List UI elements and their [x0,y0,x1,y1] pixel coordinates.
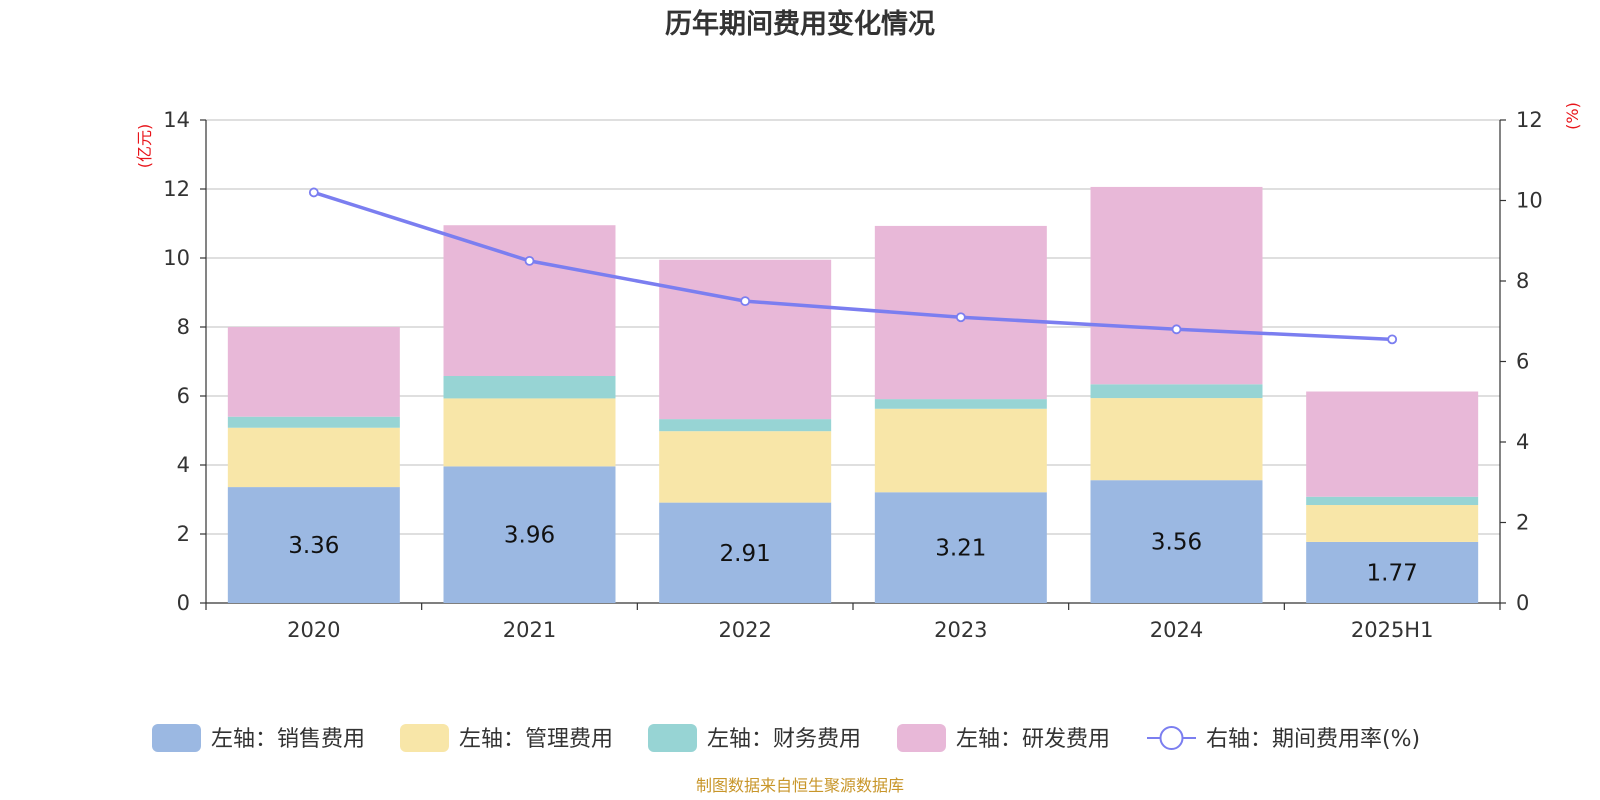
bar-segment [874,408,1047,493]
y-right-tick-label: 12 [1516,108,1543,132]
bar-segment [227,416,400,428]
x-tick-label: 2024 [1150,618,1203,642]
y-left-tick-label: 12 [163,177,190,201]
legend-swatch [152,724,201,752]
bar-segment [1090,398,1263,481]
legend-label: 右轴：期间费用率(%) [1206,727,1420,752]
y-right-tick-label: 6 [1516,350,1529,374]
bar-data-label: 3.21 [935,536,986,562]
y-right-tick-label: 0 [1516,591,1529,615]
bar-segment [227,487,400,603]
y-left-tick-label: 6 [177,384,190,408]
y-right-tick-label: 8 [1516,269,1529,293]
legend-swatch [400,724,449,752]
bar-segment [227,327,400,417]
rate-line [313,190,1393,342]
chart-title: 历年期间费用变化情况 [665,9,935,40]
bar-segment [874,399,1047,409]
bar-segment [874,492,1047,603]
y-left-tick-label: 2 [177,522,190,546]
bar-segment [1306,391,1479,497]
bar-segment [443,225,616,376]
bar-segment [443,466,616,603]
bar-segment [659,259,832,420]
rate-point [1171,324,1182,335]
rate-point [1387,334,1398,345]
bar-segment [443,398,616,467]
bar-data-label: 3.36 [288,533,339,559]
bar-segment [1306,541,1479,603]
y-right-tick-label: 10 [1516,189,1543,213]
bar-data-label: 2.91 [720,541,771,567]
x-tick-label: 2025H1 [1351,618,1434,642]
bar-data-label: 3.96 [504,523,555,549]
legend-swatch [897,724,946,752]
x-tick-label: 2020 [287,618,340,642]
legend-label: 左轴：销售费用 [211,727,365,752]
bar-segment [659,431,832,503]
y-left-tick-label: 4 [177,453,190,477]
rate-point [740,296,751,307]
bar-segment [1090,186,1263,385]
x-tick-label: 2023 [934,618,987,642]
x-tick-label: 2021 [503,618,556,642]
source-note: 制图数据来自恒生聚源数据库 [696,776,904,795]
y-left-tick-label: 0 [177,591,190,615]
bar-segment [659,419,832,432]
rate-point [955,312,966,323]
y-left-unit: (亿元) [135,124,154,169]
x-tick-label: 2022 [718,618,771,642]
rate-point [524,255,535,266]
legend-label: 左轴：管理费用 [459,727,613,752]
y-right-tick-label: 4 [1516,430,1529,454]
bar-segment [1090,480,1263,603]
rate-point [308,187,319,198]
bar-segment [1306,505,1479,542]
bar-data-label: 3.56 [1151,530,1202,556]
legend-label: 左轴：财务费用 [707,727,861,752]
bar-segment [1306,496,1479,506]
y-right-unit: (%) [1563,102,1582,130]
bar-segment [1090,384,1263,399]
bar-segment [659,502,832,603]
legend-marker [1159,726,1184,750]
y-right-tick-label: 2 [1516,511,1529,535]
legend-label: 左轴：研发费用 [956,727,1110,752]
y-left-tick-label: 14 [163,108,190,132]
legend-swatch [648,724,697,752]
y-left-tick-label: 8 [177,315,190,339]
y-left-tick-label: 10 [163,246,190,270]
bar-segment [443,375,616,399]
bar-segment [227,427,400,488]
bar-data-label: 1.77 [1367,560,1418,586]
